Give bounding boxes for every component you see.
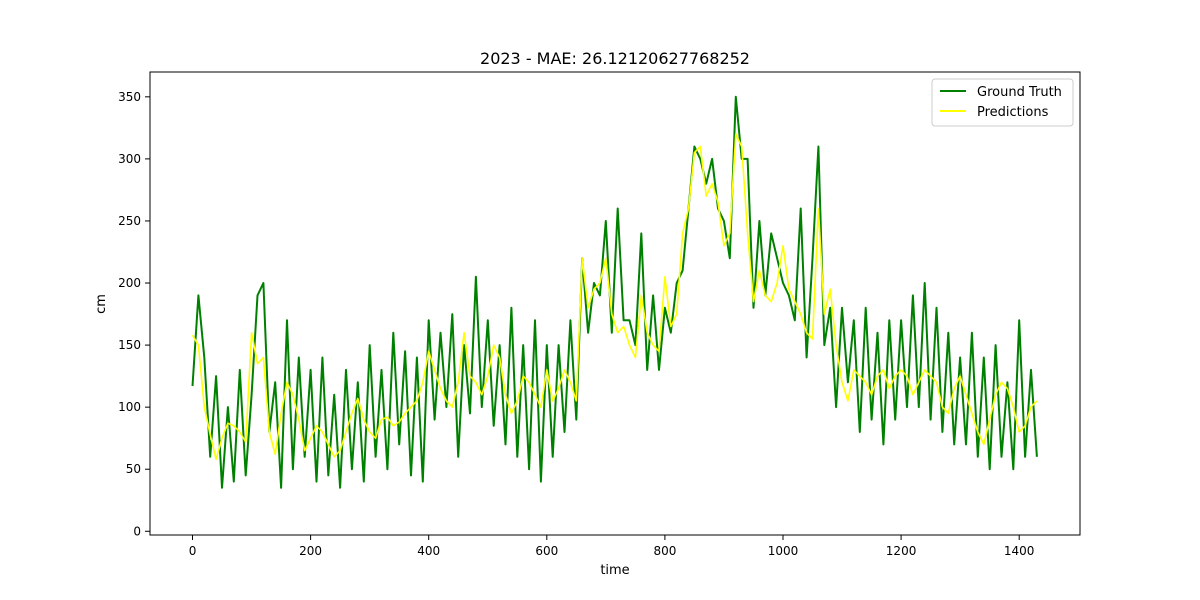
- x-tick-label: 400: [417, 544, 440, 558]
- x-axis: 0 200 400 600 800 1000 1200 1400: [189, 535, 1035, 558]
- chart-title: 2023 - MAE: 26.12120627768252: [480, 49, 750, 68]
- y-tick-label: 250: [118, 214, 141, 228]
- x-tick-label: 600: [535, 544, 558, 558]
- x-tick-label: 1200: [886, 544, 917, 558]
- y-axis-label: cm: [94, 294, 109, 314]
- series-line-ground-truth: [191, 95, 1038, 489]
- y-tick-label: 200: [118, 276, 141, 290]
- y-tick-label: 100: [118, 400, 141, 414]
- x-tick-label: 0: [189, 544, 197, 558]
- series-layer: [191, 95, 1038, 489]
- legend: Ground Truth Predictions: [931, 78, 1074, 127]
- x-tick-label: 1400: [1004, 544, 1035, 558]
- x-tick-label: 800: [653, 544, 676, 558]
- y-tick-label: 300: [118, 152, 141, 166]
- y-tick-label: 0: [133, 524, 141, 538]
- x-tick-label: 1000: [768, 544, 799, 558]
- y-tick-label: 50: [126, 462, 141, 476]
- y-axis: 0 50 100 150 200 250 300 350: [118, 90, 150, 538]
- legend-box: [931, 78, 1074, 127]
- x-axis-label: time: [600, 563, 629, 578]
- legend-label-ground-truth: Ground Truth: [977, 85, 1062, 100]
- x-tick-label: 200: [299, 544, 322, 558]
- y-tick-label: 150: [118, 338, 141, 352]
- legend-label-predictions: Predictions: [977, 105, 1049, 120]
- y-tick-label: 350: [118, 90, 141, 104]
- series-line-predictions: [191, 133, 1038, 461]
- plot-area-frame: [149, 71, 1081, 536]
